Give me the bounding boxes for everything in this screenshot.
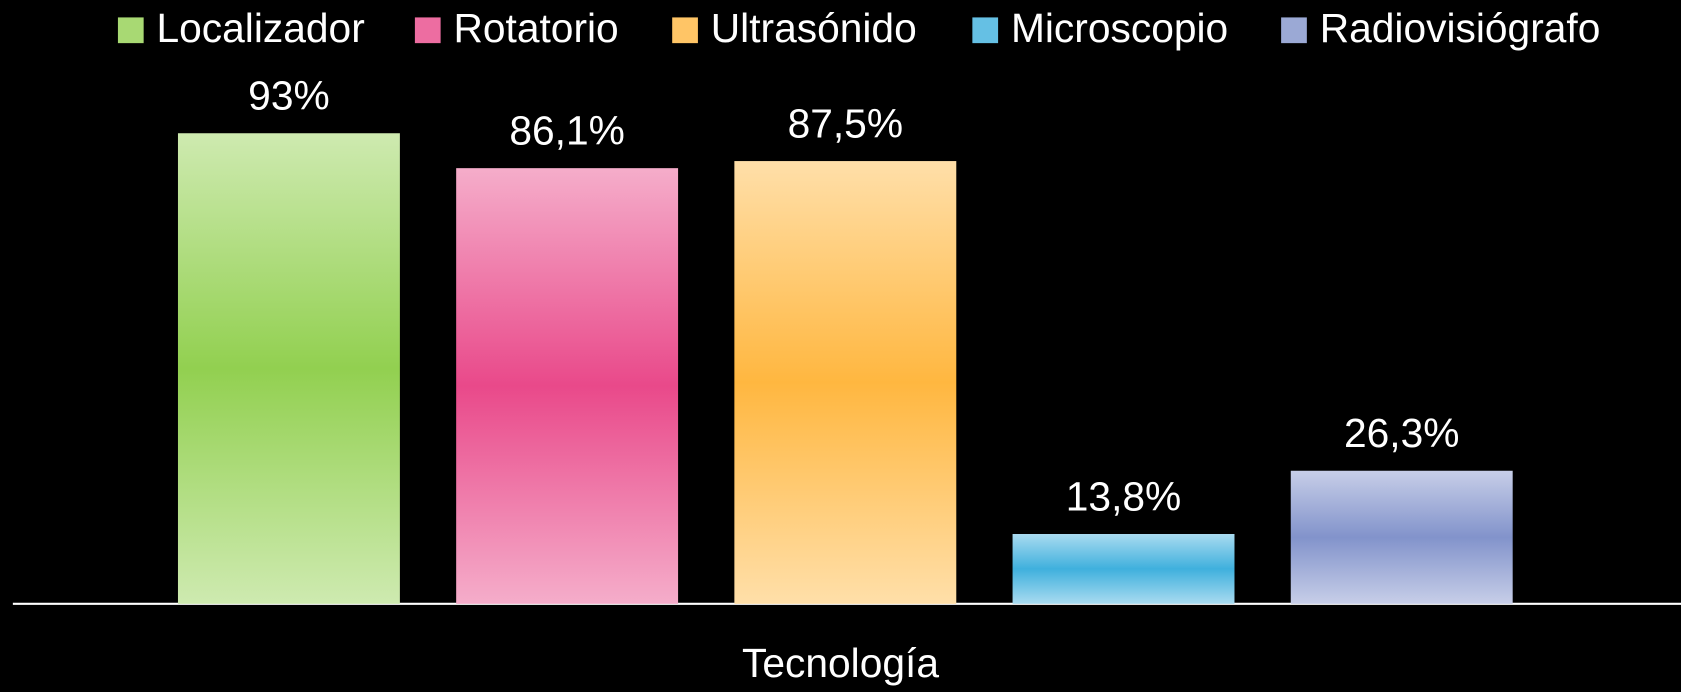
legend-swatch [117,17,144,44]
legend-label: Microscopio [1011,5,1228,51]
bar [456,168,679,604]
data-label: 93% [248,73,330,119]
data-label: 87,5% [788,101,903,147]
data-label: 13,8% [1066,473,1181,519]
data-label: 26,3% [1344,410,1459,456]
legend-label: Ultrasónido [711,5,917,51]
legend-label: Localizador [157,5,365,51]
legend-swatch [1281,17,1307,44]
bar [734,161,957,604]
legend-swatch [414,17,441,44]
bar [177,133,400,604]
legend-swatch [672,17,698,44]
legend-label: Rotatorio [453,5,618,51]
legend-label: Radiovisiógrafo [1320,5,1601,51]
data-label: 86,1% [509,108,624,154]
legend-swatch [972,17,999,44]
bar [1012,534,1235,604]
bar [1290,470,1513,604]
category-label: Tecnología [742,640,939,686]
